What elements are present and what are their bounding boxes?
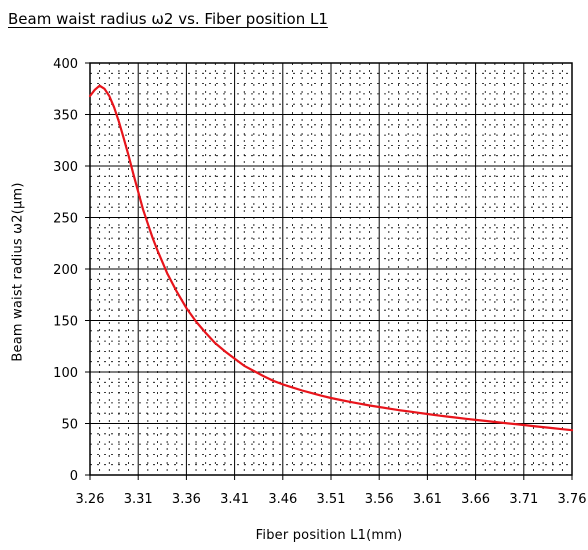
x-tick-label: 3.71 [509, 492, 538, 507]
x-tick-label: 3.36 [172, 492, 201, 507]
y-tick-label: 0 [70, 469, 78, 484]
y-tick-label: 250 [53, 212, 78, 227]
chart-title: Beam waist radius ω2 vs. Fiber position … [8, 10, 328, 28]
x-tick-label: 3.51 [317, 492, 346, 507]
y-tick-label: 200 [53, 263, 78, 278]
y-tick-label: 350 [53, 109, 78, 124]
x-tick-label: 3.66 [461, 492, 490, 507]
data-line [88, 84, 574, 432]
x-axis-title: Fiber position L1(mm) [255, 528, 403, 543]
y-axis-title: Beam waist radius ω2(μm) [10, 182, 26, 362]
x-tick-label: 3.76 [558, 492, 587, 507]
y-tick-label: 100 [53, 366, 78, 381]
x-tick-label: 3.61 [413, 492, 442, 507]
x-tick-label: 3.56 [365, 492, 394, 507]
y-tick-label: 400 [53, 57, 78, 72]
y-tick-label: 300 [53, 160, 78, 175]
y-axis-ticks: 0 50 100 150 200 250 300 350 400 [53, 57, 90, 484]
y-tick-label: 150 [53, 315, 78, 330]
x-tick-label: 3.31 [124, 492, 153, 507]
minor-grid [90, 63, 572, 475]
x-axis-ticks: 3.26 3.31 3.36 3.41 3.46 3.51 3.56 3.61 3.66 3.71… [76, 475, 587, 507]
major-grid [90, 63, 572, 475]
x-tick-label: 3.26 [76, 492, 105, 507]
y-tick-label: 50 [61, 418, 78, 433]
x-tick-label: 3.46 [268, 492, 297, 507]
x-tick-label: 3.41 [220, 492, 249, 507]
